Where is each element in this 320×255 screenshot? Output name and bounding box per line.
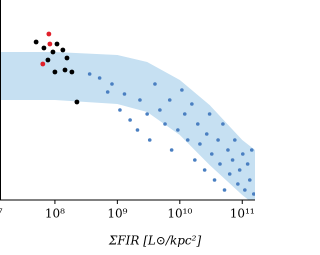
point <box>52 69 58 75</box>
point <box>243 188 247 192</box>
point <box>204 132 209 136</box>
point <box>105 90 110 94</box>
point <box>163 122 167 126</box>
point <box>236 182 240 186</box>
point <box>182 112 187 116</box>
point <box>209 152 214 156</box>
point <box>233 138 237 142</box>
point <box>227 172 232 176</box>
model-band <box>0 52 255 200</box>
point <box>216 138 220 142</box>
point <box>207 112 212 116</box>
point <box>226 148 230 152</box>
point <box>251 192 255 196</box>
point <box>198 142 202 146</box>
point <box>190 102 194 106</box>
point <box>135 128 140 132</box>
point <box>50 49 56 55</box>
point <box>240 152 245 156</box>
point <box>60 47 66 53</box>
point <box>218 162 222 166</box>
point <box>180 88 184 92</box>
point <box>122 92 127 96</box>
x-tick-label: 10⁷ <box>0 207 3 221</box>
point <box>97 76 102 80</box>
x-tick-label: 10¹¹ <box>230 207 255 221</box>
x-tick-label: 10¹⁰ <box>167 207 192 221</box>
point <box>87 72 92 76</box>
point <box>128 118 132 122</box>
point <box>195 122 200 126</box>
point <box>158 108 162 112</box>
point <box>247 178 252 182</box>
point <box>147 138 152 142</box>
x-tick-label: 10⁹ <box>107 207 127 221</box>
chart: ΣFIR [L⊙/kpc²] 10⁷ 10⁸ 10⁹ 10¹⁰ 10¹¹ <box>0 0 255 248</box>
point <box>64 55 70 61</box>
point <box>138 98 142 102</box>
point <box>193 158 197 162</box>
point <box>169 148 174 152</box>
point <box>230 158 235 162</box>
x-tick-label: 10⁸ <box>45 207 65 221</box>
point <box>167 98 172 102</box>
point <box>110 82 114 86</box>
point <box>47 41 53 47</box>
point <box>118 108 122 112</box>
point <box>245 162 250 166</box>
point <box>222 188 227 192</box>
point <box>202 168 207 172</box>
point <box>41 45 47 51</box>
point <box>74 99 80 105</box>
point <box>176 128 180 132</box>
point <box>221 122 225 126</box>
point <box>69 69 75 75</box>
point <box>237 168 242 172</box>
point <box>212 178 217 182</box>
point <box>54 41 60 47</box>
point <box>145 112 149 116</box>
point <box>45 57 51 63</box>
point <box>185 138 190 142</box>
point <box>46 31 52 37</box>
x-axis-label: ΣFIR [L⊙/kpc²] <box>108 234 202 248</box>
point <box>33 39 39 45</box>
point <box>40 61 46 67</box>
point <box>153 82 157 86</box>
point <box>249 148 254 152</box>
point <box>62 67 68 73</box>
plot-area <box>0 31 255 200</box>
